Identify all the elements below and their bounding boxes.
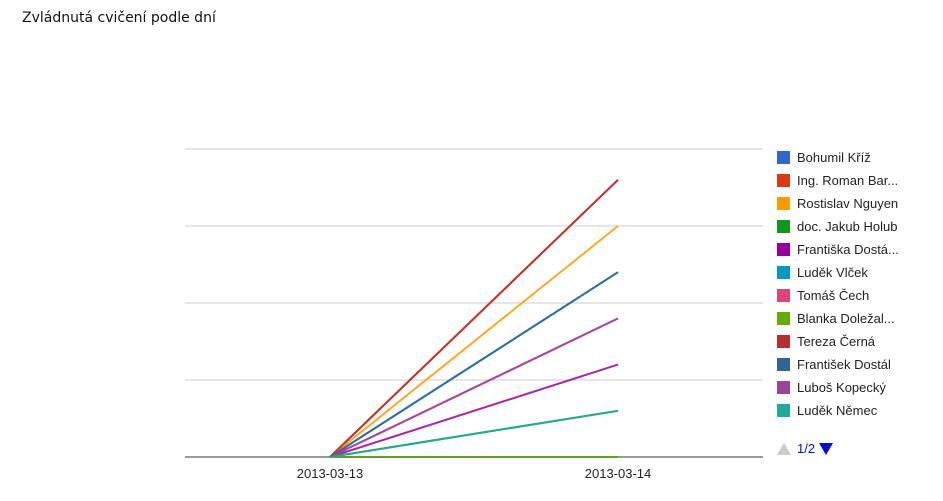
legend-swatch (777, 358, 790, 371)
legend-swatch (777, 197, 790, 210)
x-tick-label: 2013-03-13 (297, 466, 364, 481)
legend-swatch (777, 381, 790, 394)
legend-label: Tereza Černá (797, 334, 876, 349)
legend-item[interactable]: František Dostál (777, 353, 937, 376)
series-line-11[interactable] (329, 317, 619, 458)
series-line-10[interactable] (329, 271, 619, 458)
legend-swatch (777, 289, 790, 302)
legend-swatch (777, 266, 790, 279)
x-axis: 2013-03-13 2013-03-14 (297, 466, 652, 481)
previous-page-arrow-icon (777, 442, 791, 455)
legend-label: Luděk Vlček (797, 265, 868, 280)
series-line-3[interactable] (329, 225, 619, 458)
legend-swatch (777, 312, 790, 325)
legend-item[interactable]: Rostislav Nguyen (777, 192, 937, 215)
legend-label: Rostislav Nguyen (797, 196, 899, 211)
legend: Bohumil Kříž Ing. Roman Bar... Rostislav N… (777, 146, 937, 422)
series-line-9[interactable] (329, 179, 619, 458)
legend-swatch (777, 404, 790, 417)
legend-item[interactable]: Luboš Kopecký (777, 376, 937, 399)
series-lines (329, 179, 619, 458)
legend-swatch (777, 174, 790, 187)
legend-label: Blanka Doležal... (797, 311, 895, 326)
legend-item[interactable]: Františka Dostá... (777, 238, 937, 261)
legend-item[interactable]: Tomáš Čech (777, 284, 937, 307)
legend-item[interactable]: Luděk Němec (777, 399, 937, 422)
legend-swatch (777, 243, 790, 256)
legend-swatch (777, 220, 790, 233)
legend-label: Bohumil Kříž (797, 150, 871, 165)
legend-label: doc. Jakub Holub (797, 219, 898, 234)
legend-swatch (777, 335, 790, 348)
legend-item[interactable]: Blanka Doležal... (777, 307, 937, 330)
legend-item[interactable]: Ing. Roman Bar... (777, 169, 937, 192)
legend-label: Ing. Roman Bar... (797, 173, 899, 188)
legend-label: Luboš Kopecký (797, 380, 886, 395)
legend-label: Luděk Němec (797, 403, 878, 418)
series-line-12[interactable] (329, 409, 619, 458)
page-indicator: 1/2 (797, 441, 816, 456)
series-line-5[interactable] (329, 363, 619, 458)
legend-label: Tomáš Čech (797, 288, 870, 303)
legend-item[interactable]: doc. Jakub Holub (777, 215, 937, 238)
next-page-arrow-icon[interactable] (819, 442, 834, 455)
legend-item[interactable]: Tereza Černá (777, 330, 937, 353)
legend-pager: 1/2 (777, 441, 834, 456)
legend-item[interactable]: Bohumil Kříž (777, 146, 937, 169)
chart-title: Zvládnutá cvičení podle dní (22, 10, 216, 26)
legend-label: Františka Dostá... (797, 242, 899, 257)
x-tick-label: 2013-03-14 (585, 466, 652, 481)
legend-label: František Dostál (797, 357, 891, 372)
legend-item[interactable]: Luděk Vlček (777, 261, 937, 284)
legend-swatch (777, 151, 790, 164)
